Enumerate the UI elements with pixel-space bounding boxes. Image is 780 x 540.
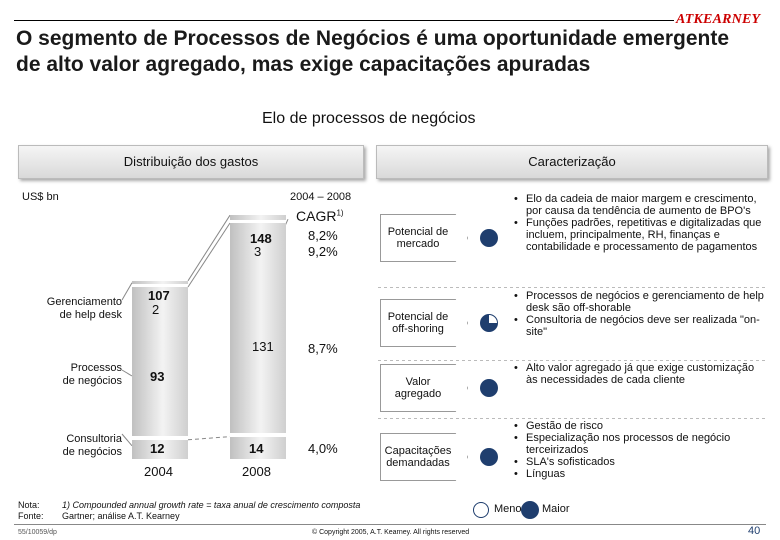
legend-low-label: Menor (494, 503, 526, 515)
rating-icon-3 (480, 448, 498, 466)
bullet-3-1: Especialização nos processos de negócio … (512, 432, 766, 456)
source-text: Gartner; análise A.T. Kearney (62, 511, 180, 521)
segment-label-1-line-0: Processos (70, 362, 122, 374)
top-rule (14, 20, 674, 21)
x-label-2004: 2004 (144, 464, 173, 479)
segment-label-2-line-0: Gerenciamento (46, 296, 122, 308)
right-panel-header-text: Caracterização (528, 154, 616, 169)
total-2008: 148 (250, 231, 272, 246)
bar-2008-2 (230, 215, 286, 220)
bullets-1: Processos de negócios e gerenciamento de… (512, 290, 766, 338)
bullet-1-0: Processos de negócios e gerenciamento de… (512, 290, 766, 314)
bar-2004-1 (132, 287, 188, 436)
left-panel-header-text: Distribuição dos gastos (123, 154, 259, 169)
bullet-1-1: Consultoria de negócios deve ser realiza… (512, 314, 766, 338)
criterion-label-2: Valor agregado (394, 376, 442, 400)
slide-subtitle: Elo de processos de negócios (262, 110, 476, 127)
cagr-helpdesk: 9,2% (308, 244, 338, 259)
period-label: 2004 – 2008 (290, 191, 352, 203)
cagr-heading: CAGR1) (296, 208, 344, 224)
leader-processos (121, 369, 133, 377)
value-2008-processos: 131 (252, 339, 274, 354)
left-panel-header: Distribuição dos gastos (18, 145, 364, 179)
bar-2004-0 (132, 439, 188, 459)
bullet-0-0: Elo da cadeia de maior margem e crescime… (512, 193, 766, 217)
criterion-label-3: Capacitações demandadas (384, 445, 452, 469)
value-2004-processos: 93 (150, 369, 165, 384)
segment-label-0-line-1: de negócios (62, 446, 122, 458)
total-2004: 107 (148, 288, 170, 303)
row-separator-1 (378, 360, 768, 361)
bar-2004-2 (132, 280, 188, 284)
x-label-2008: 2008 (242, 464, 271, 479)
segment-label-1-line-1: de negócios (62, 375, 122, 387)
bullets-0: Elo da cadeia de maior margem e crescime… (512, 193, 766, 253)
bar-2008-1 (230, 223, 286, 433)
row-separator-2 (378, 418, 768, 419)
source-label: Fonte: (18, 511, 44, 521)
bullet-3-2: SLA's sofisticados (512, 456, 766, 468)
cagr-processos: 8,7% (308, 341, 338, 356)
rating-icon-1 (480, 314, 498, 332)
bar-2008-0 (230, 436, 286, 459)
criterion-3: Capacitações demandadas (380, 433, 468, 481)
connector-top (187, 214, 231, 282)
cagr-label: CAGR (296, 208, 337, 224)
slide-title: O segmento de Processos de Negócios é um… (16, 27, 730, 76)
copyright: © Copyright 2005, A.T. Kearney. All righ… (312, 529, 470, 536)
bullet-3-3: Línguas (512, 468, 766, 480)
unit-label: US$ bn (22, 191, 59, 203)
bullet-2-0: Alto valor agregado já que exige customi… (512, 362, 766, 386)
row-separator-0 (378, 287, 768, 288)
page-number: 40 (748, 525, 761, 537)
leader-consultoria (121, 433, 133, 447)
brand-logo: ATKEARNEY (676, 12, 761, 27)
value-2008-consultoria: 14 (249, 441, 264, 456)
bullet-0-1: Funções padrões, repetitivas e digitaliz… (512, 217, 766, 253)
right-panel-header: Caracterização (376, 145, 768, 179)
segment-label-0-line-0: Consultoria (66, 433, 122, 445)
criterion-1: Potencial de off-shoring (380, 299, 468, 347)
legend-high-label: Maior (542, 503, 570, 515)
value-2004-consultoria: 12 (150, 441, 165, 456)
cagr-total: 8,2% (308, 228, 338, 243)
segment-label-1: Processos de negócios (20, 362, 122, 388)
legend-high-icon (521, 501, 539, 519)
criterion-0: Potencial de mercado (380, 214, 468, 262)
cagr-footnote-mark: 1) (336, 208, 344, 218)
bullet-3-0: Gestão de risco (512, 420, 766, 432)
legend-low-icon (473, 502, 489, 518)
connector-mid (187, 222, 231, 288)
footer-rule (14, 524, 766, 525)
criterion-2: Valor agregado (380, 364, 468, 412)
doc-code: 55/10059/dp (18, 529, 57, 536)
leader-total-2008 (269, 218, 289, 261)
note-text: 1) Compounded annual growth rate = taxa … (62, 500, 361, 510)
segment-label-2: Gerenciamento de help desk (20, 296, 122, 322)
bullets-2: Alto valor agregado já que exige customi… (512, 362, 766, 386)
segment-label-0: Consultoria de negócios (20, 433, 122, 459)
criterion-label-1: Potencial de off-shoring (387, 311, 449, 335)
rating-icon-2 (480, 379, 498, 397)
bullets-3: Gestão de riscoEspecialização nos proces… (512, 420, 766, 480)
value-2008-helpdesk: 3 (254, 244, 262, 259)
connector-low (187, 436, 231, 441)
criterion-label-0: Potencial de mercado (387, 226, 449, 250)
rating-icon-0 (480, 229, 498, 247)
segment-label-2-line-1: de help desk (59, 309, 122, 321)
note-label: Nota: (18, 500, 40, 510)
leader-helpdesk (121, 282, 133, 301)
value-2004-helpdesk: 2 (152, 302, 160, 317)
cagr-consultoria: 4,0% (308, 441, 338, 456)
